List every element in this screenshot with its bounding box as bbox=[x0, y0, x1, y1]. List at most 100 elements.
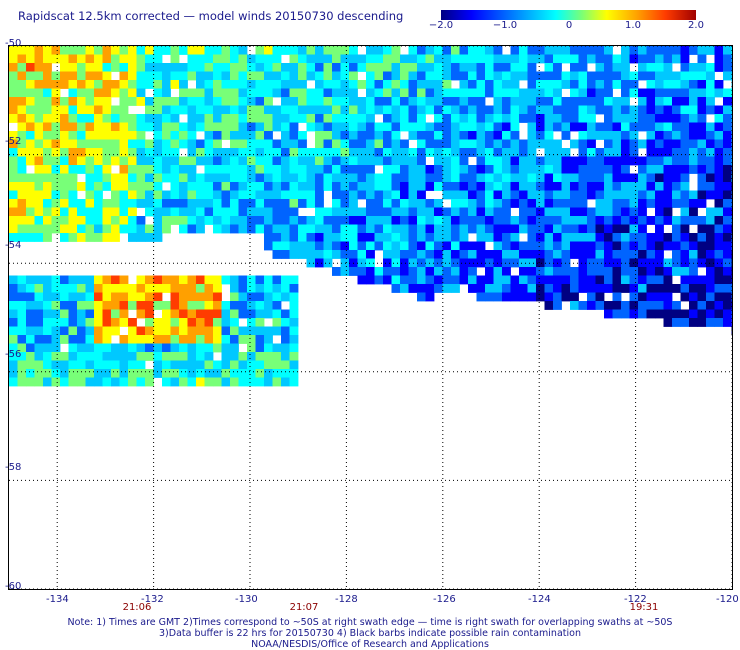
wind-cell bbox=[536, 284, 545, 293]
wind-cell bbox=[510, 105, 520, 115]
wind-cell bbox=[289, 369, 299, 378]
wind-cell bbox=[561, 182, 571, 191]
wind-cell bbox=[281, 165, 290, 174]
wind-cell bbox=[272, 292, 282, 302]
wind-cell bbox=[587, 207, 596, 217]
wind-cell bbox=[349, 46, 358, 55]
wind-cell bbox=[102, 326, 112, 336]
wind-cell bbox=[485, 233, 494, 242]
wind-cell bbox=[162, 343, 171, 353]
wind-cell bbox=[255, 156, 265, 166]
wind-cell bbox=[111, 63, 120, 72]
wind-cell bbox=[459, 258, 469, 268]
wind-cell bbox=[672, 131, 681, 140]
wind-cell bbox=[170, 352, 180, 361]
wind-cell bbox=[655, 114, 664, 123]
wind-cell bbox=[77, 318, 86, 327]
wind-cell bbox=[34, 301, 44, 310]
wind-cell bbox=[391, 139, 401, 149]
wind-cell bbox=[85, 309, 95, 319]
wind-cell bbox=[238, 148, 248, 157]
wind-cell bbox=[697, 199, 707, 208]
wind-cell bbox=[689, 216, 698, 225]
wind-cell bbox=[519, 216, 528, 225]
wind-cell bbox=[289, 131, 299, 140]
wind-cell bbox=[94, 216, 103, 225]
wind-cell bbox=[298, 199, 307, 208]
wind-cell bbox=[672, 54, 681, 64]
wind-cell bbox=[468, 148, 477, 157]
wind-cell bbox=[128, 148, 137, 157]
wind-cell bbox=[60, 156, 69, 166]
wind-cell bbox=[383, 105, 392, 115]
wind-cell bbox=[179, 156, 188, 166]
wind-cell bbox=[357, 97, 367, 106]
wind-cell bbox=[714, 275, 724, 285]
wind-cell bbox=[680, 216, 690, 225]
wind-cell bbox=[621, 309, 630, 319]
wind-cell bbox=[689, 139, 698, 149]
wind-cell bbox=[85, 114, 95, 123]
wind-cell bbox=[162, 326, 171, 336]
wind-cell bbox=[468, 241, 477, 251]
wind-cell bbox=[17, 156, 27, 166]
wind-cell bbox=[612, 105, 622, 115]
wind-cell bbox=[578, 148, 588, 157]
wind-cell bbox=[408, 284, 418, 293]
wind-cell bbox=[357, 139, 367, 149]
wind-cell bbox=[204, 63, 214, 72]
wind-cell bbox=[570, 114, 579, 123]
wind-cell bbox=[485, 173, 494, 183]
wind-cell bbox=[111, 122, 120, 132]
wind-cell bbox=[493, 165, 503, 174]
wind-cell bbox=[706, 165, 715, 174]
wind-cell bbox=[247, 224, 256, 234]
wind-cell bbox=[187, 182, 197, 191]
wind-cell bbox=[230, 182, 239, 191]
wind-cell bbox=[298, 241, 307, 251]
wind-cell bbox=[162, 105, 171, 115]
wind-cell bbox=[34, 360, 44, 370]
wind-cell bbox=[442, 224, 452, 234]
wind-cell bbox=[247, 301, 256, 310]
wind-cell bbox=[94, 224, 103, 234]
wind-cell bbox=[536, 250, 545, 259]
wind-cell bbox=[578, 267, 588, 276]
wind-cell bbox=[323, 165, 333, 174]
wind-cell bbox=[323, 105, 333, 115]
wind-cell bbox=[689, 241, 698, 251]
wind-cell bbox=[502, 207, 511, 217]
wind-cell bbox=[272, 80, 282, 89]
wind-cell bbox=[366, 80, 375, 89]
wind-cell bbox=[323, 114, 333, 123]
wind-cell bbox=[604, 199, 613, 208]
wind-cell bbox=[561, 165, 571, 174]
wind-cell bbox=[145, 377, 154, 387]
wind-cell bbox=[306, 114, 316, 123]
wind-cell bbox=[459, 148, 469, 157]
wind-cell bbox=[731, 148, 732, 157]
wind-cell bbox=[519, 182, 528, 191]
wind-cell bbox=[77, 199, 86, 208]
wind-cell bbox=[587, 241, 596, 251]
wind-cell bbox=[340, 97, 350, 106]
wind-cell bbox=[119, 131, 129, 140]
wind-cell bbox=[349, 267, 358, 276]
wind-cell bbox=[221, 156, 231, 166]
wind-cell bbox=[459, 63, 469, 72]
wind-cell bbox=[145, 284, 154, 293]
wind-cell bbox=[485, 250, 494, 259]
wind-cell bbox=[646, 284, 656, 293]
wind-cell bbox=[391, 207, 401, 217]
wind-cell bbox=[646, 148, 656, 157]
wind-cell bbox=[553, 54, 562, 64]
wind-cell bbox=[272, 360, 282, 370]
wind-cell bbox=[179, 199, 188, 208]
wind-cell bbox=[629, 233, 639, 242]
wind-cell bbox=[26, 173, 35, 183]
wind-cell bbox=[595, 233, 605, 242]
wind-cell bbox=[383, 165, 392, 174]
wind-cell bbox=[672, 216, 681, 225]
wind-cell bbox=[332, 190, 341, 200]
wind-cell bbox=[595, 173, 605, 183]
